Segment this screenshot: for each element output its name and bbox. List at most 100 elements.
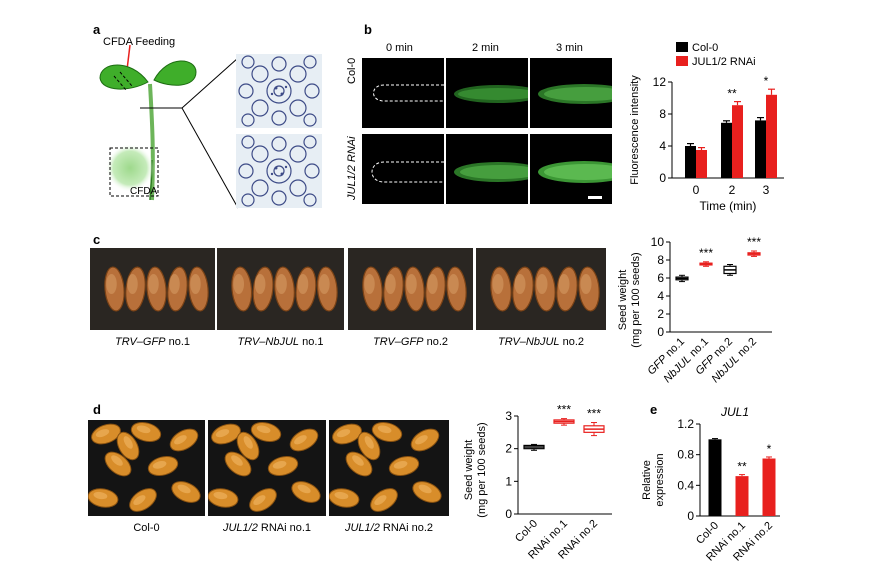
significance-label: *** <box>557 403 571 417</box>
y-tick-label: 4 <box>659 139 666 153</box>
seed-highlight <box>297 274 309 294</box>
seed-highlight <box>148 274 159 294</box>
panel-label-d: d <box>93 402 101 417</box>
y-axis-label: Fluorescence intensity <box>629 75 641 185</box>
seed-highlight <box>536 274 548 294</box>
x-tick-label: 0 <box>693 183 700 197</box>
cfda-label: CFDA <box>130 186 158 197</box>
x-axis-label: Time (min) <box>700 199 757 213</box>
seed-highlight <box>254 274 266 294</box>
seed-highlight <box>492 274 504 294</box>
y-axis-label: (mg per 100 seeds) <box>476 422 488 517</box>
seed-highlight <box>448 274 459 294</box>
bar <box>735 476 749 516</box>
time-label-2: 2 min <box>472 42 499 54</box>
significance-label: ** <box>727 87 737 101</box>
seed-highlight <box>190 274 201 294</box>
caption-d1: Col-0 <box>133 522 160 534</box>
panel-label-e: e <box>650 402 658 417</box>
fluor-col0-3min <box>530 58 612 128</box>
seed-highlight <box>377 425 392 434</box>
seed-highlight <box>406 274 417 294</box>
micrograph-bottom <box>236 134 322 208</box>
seed-photo-d3 <box>329 420 449 516</box>
bar <box>762 458 776 516</box>
y-axis-label: Seed weight <box>463 440 475 501</box>
panel-label-a: a <box>93 22 101 37</box>
legend-swatch <box>676 42 688 52</box>
micrograph-top <box>236 54 322 128</box>
fluor-rnai-0min <box>362 134 444 204</box>
seed-highlight <box>514 274 526 294</box>
seed-highlight <box>256 425 271 434</box>
seed-highlight <box>272 461 287 469</box>
y-tick-label: 0.4 <box>677 478 694 492</box>
panel-label-c: c <box>93 232 101 247</box>
seed-highlight <box>93 491 108 500</box>
caption-d3: JUL1/2 RNAi no.2 <box>344 522 434 534</box>
chart-b-fluorescence: Col-0 JUL1/2 RNAi 0 4 8 12 Fluorescence intens… <box>629 42 784 213</box>
x-tick-label: 3 <box>763 183 770 197</box>
y-tick-label: 10 <box>651 235 665 249</box>
panel-label-b: b <box>364 22 372 37</box>
seed-photo-c3 <box>348 248 473 330</box>
significance-label: * <box>764 74 769 88</box>
y-tick-label: 2 <box>657 307 664 321</box>
seed-highlight <box>294 435 307 445</box>
seed-highlight <box>364 274 375 294</box>
seed-highlight <box>127 274 138 294</box>
fluor-rnai-3min <box>530 134 612 204</box>
seed-highlight <box>133 495 146 506</box>
y-tick-label: 12 <box>653 75 667 89</box>
seed-highlight <box>174 435 187 445</box>
x-tick-label: 2 <box>729 183 736 197</box>
y-tick-label: 0 <box>687 509 694 523</box>
caption-c4: TRV–NbJUL no.2 <box>497 336 584 348</box>
y-tick-label: 0 <box>505 507 512 521</box>
caption-c3: TRV–GFP no.2 <box>372 336 448 348</box>
time-label-3: 3 min <box>556 42 583 54</box>
seed-highlight <box>374 495 387 506</box>
bar <box>755 120 766 178</box>
caption-c2: TRV–NbJUL no.1 <box>237 336 324 348</box>
seed-highlight <box>136 425 151 434</box>
row-label-rnai: JUL1/2 RNAi <box>346 136 358 200</box>
fluor-rnai-2min <box>446 134 528 204</box>
seed-highlight <box>123 436 133 449</box>
bar <box>766 94 777 178</box>
y-tick-label: 3 <box>505 409 512 423</box>
significance-label: ** <box>737 460 747 474</box>
seed-highlight <box>318 274 330 294</box>
seed-highlight <box>253 495 266 506</box>
legend-swatch <box>676 56 688 66</box>
caption-d2: JUL1/2 RNAi no.1 <box>222 522 312 534</box>
legend-label: Col-0 <box>692 42 718 54</box>
chart-d-seed-weight: Seed weight (mg per 100 seeds) 0123Col-0RN… <box>463 403 612 562</box>
seed-highlight <box>415 435 428 445</box>
y-axis-label: Seed weight <box>617 270 629 331</box>
y-axis-label: expression <box>654 453 666 506</box>
row-label-col0: Col-0 <box>346 57 358 84</box>
y-tick-label: 6 <box>657 271 664 285</box>
y-axis-label: Relative <box>641 460 653 500</box>
y-tick-label: 0 <box>659 171 666 185</box>
seed-highlight <box>177 484 191 494</box>
seed-highlight <box>297 484 311 494</box>
y-tick-label: 8 <box>657 253 664 267</box>
y-tick-label: 1 <box>505 474 512 488</box>
bar <box>696 150 707 178</box>
y-tick-label: 8 <box>659 107 666 121</box>
seed-photo-c1 <box>90 248 215 330</box>
significance-label: *** <box>699 246 713 260</box>
time-label-0: 0 min <box>386 42 413 54</box>
seed-highlight <box>427 274 438 294</box>
y-tick-label: 0.8 <box>677 448 694 462</box>
significance-label: *** <box>747 235 761 249</box>
seed-highlight <box>580 274 592 294</box>
bar <box>708 439 722 516</box>
seed-highlight <box>418 484 432 494</box>
seed-highlight <box>215 429 230 438</box>
seed-highlight <box>334 491 349 500</box>
y-axis-label: (mg per 100 seeds) <box>630 252 642 347</box>
bar <box>732 105 743 178</box>
